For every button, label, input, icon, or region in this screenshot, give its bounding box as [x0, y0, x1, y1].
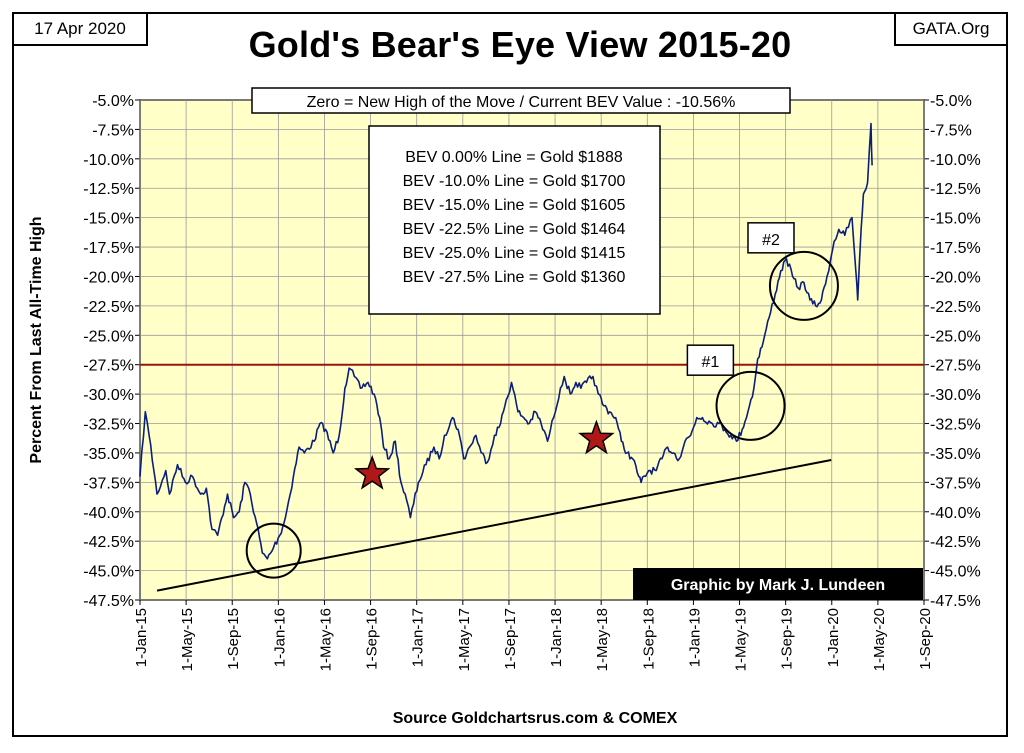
- y-tick-label-right: -37.5%: [930, 475, 981, 492]
- y-tick-label: -15.0%: [83, 211, 134, 228]
- annotation-text: Zero = New High of the Move / Current BE…: [307, 94, 736, 111]
- callout-box: [747, 222, 795, 254]
- highlight-circle: [715, 370, 786, 441]
- info-line: BEV -15.0% Line = Gold $1605: [403, 197, 626, 214]
- x-axis-label: Source Goldchartsrus.com & COMEX: [393, 710, 678, 727]
- y-tick-label: -10.0%: [83, 152, 134, 169]
- x-tick-label: 1-May-19: [733, 608, 750, 671]
- y-tick-label: -32.5%: [83, 417, 134, 434]
- x-tick-label: 1-Sep-20: [917, 608, 934, 670]
- y-tick-label: -22.5%: [83, 299, 134, 316]
- y-tick-label-right: -22.5%: [930, 299, 981, 316]
- callout-label: #2: [762, 232, 780, 249]
- x-tick-label: 1-May-18: [594, 608, 611, 671]
- callout-box: [686, 344, 735, 376]
- y-tick-label: -40.0%: [83, 505, 134, 522]
- annotation-box: [251, 87, 791, 114]
- y-tick-label: -42.5%: [83, 534, 134, 551]
- y-tick-label: -20.0%: [83, 269, 134, 286]
- x-tick-label: 1-Sep-15: [225, 608, 242, 670]
- y-tick-label-right: -25.0%: [930, 328, 981, 345]
- y-axis-label: Percent From Last All-Time High: [28, 216, 45, 463]
- y-tick-label: -27.5%: [83, 358, 134, 375]
- info-line: BEV -25.0% Line = Gold $1415: [403, 245, 626, 262]
- x-tick-label: 1-Sep-17: [502, 608, 519, 670]
- date-label: 17 Apr 2020: [12, 12, 148, 46]
- x-tick-label: 1-Jan-15: [133, 608, 150, 667]
- y-tick-label-right: -27.5%: [930, 358, 981, 375]
- info-line: BEV -27.5% Line = Gold $1360: [403, 269, 626, 286]
- y-tick-label-right: -17.5%: [930, 240, 981, 257]
- y-tick-label: -45.0%: [83, 564, 134, 581]
- y-tick-label-right: -20.0%: [930, 269, 981, 286]
- credit-text: Graphic by Mark J. Lundeen: [671, 577, 885, 594]
- y-tick-label: -7.5%: [92, 122, 134, 139]
- x-tick-label: 1-Jan-20: [825, 608, 842, 667]
- y-tick-label: -12.5%: [83, 181, 134, 198]
- y-tick-label: -35.0%: [83, 446, 134, 463]
- x-tick-label: 1-Jan-18: [548, 608, 565, 667]
- source-tag: GATA.Org: [894, 12, 1008, 46]
- x-tick-label: 1-Jan-19: [686, 608, 703, 667]
- info-box: [368, 125, 661, 315]
- y-tick-label: -5.0%: [92, 93, 134, 110]
- chart-title: Gold's Bear's Eye View 2015-20: [248, 24, 792, 65]
- y-tick-label: -47.5%: [83, 593, 134, 610]
- y-tick-label-right: -42.5%: [930, 534, 981, 551]
- info-line: BEV -10.0% Line = Gold $1700: [403, 173, 626, 190]
- y-tick-label-right: -10.0%: [930, 152, 981, 169]
- y-tick-label-right: -40.0%: [930, 505, 981, 522]
- x-tick-label: 1-Sep-16: [364, 608, 381, 670]
- highlight-circle: [245, 522, 302, 579]
- y-tick-label-right: -5.0%: [930, 93, 972, 110]
- credit-box: [633, 568, 923, 600]
- y-tick-label: -30.0%: [83, 387, 134, 404]
- star-marker: [578, 419, 615, 455]
- trend-line: [156, 459, 832, 592]
- x-tick-label: 1-May-20: [871, 608, 888, 671]
- x-tick-label: 1-Sep-18: [640, 608, 657, 670]
- info-line: BEV -22.5% Line = Gold $1464: [403, 221, 626, 238]
- callout-label: #1: [701, 354, 719, 371]
- y-tick-label-right: -30.0%: [930, 387, 981, 404]
- y-tick-label-right: -7.5%: [930, 122, 972, 139]
- y-tick-label: -17.5%: [83, 240, 134, 257]
- y-tick-label-right: -45.0%: [930, 564, 981, 581]
- series-line-bev: [139, 122, 873, 560]
- star-marker: [353, 454, 391, 490]
- x-tick-label: 1-Jan-17: [410, 608, 427, 667]
- x-tick-label: 1-Jan-16: [271, 608, 288, 667]
- y-tick-label-right: -35.0%: [930, 446, 981, 463]
- y-tick-label-right: -15.0%: [930, 211, 981, 228]
- y-tick-label-right: -12.5%: [930, 181, 981, 198]
- highlight-circle: [768, 250, 839, 321]
- x-tick-label: 1-May-16: [317, 608, 334, 671]
- y-tick-label-right: -32.5%: [930, 417, 981, 434]
- y-tick-label-right: -47.5%: [930, 593, 981, 610]
- x-tick-label: 1-Sep-19: [779, 608, 796, 670]
- y-tick-label: -25.0%: [83, 328, 134, 345]
- info-line: BEV 0.00% Line = Gold $1888: [405, 149, 623, 166]
- x-tick-label: 1-May-15: [179, 608, 196, 671]
- x-tick-label: 1-May-17: [456, 608, 473, 671]
- y-tick-label: -37.5%: [83, 475, 134, 492]
